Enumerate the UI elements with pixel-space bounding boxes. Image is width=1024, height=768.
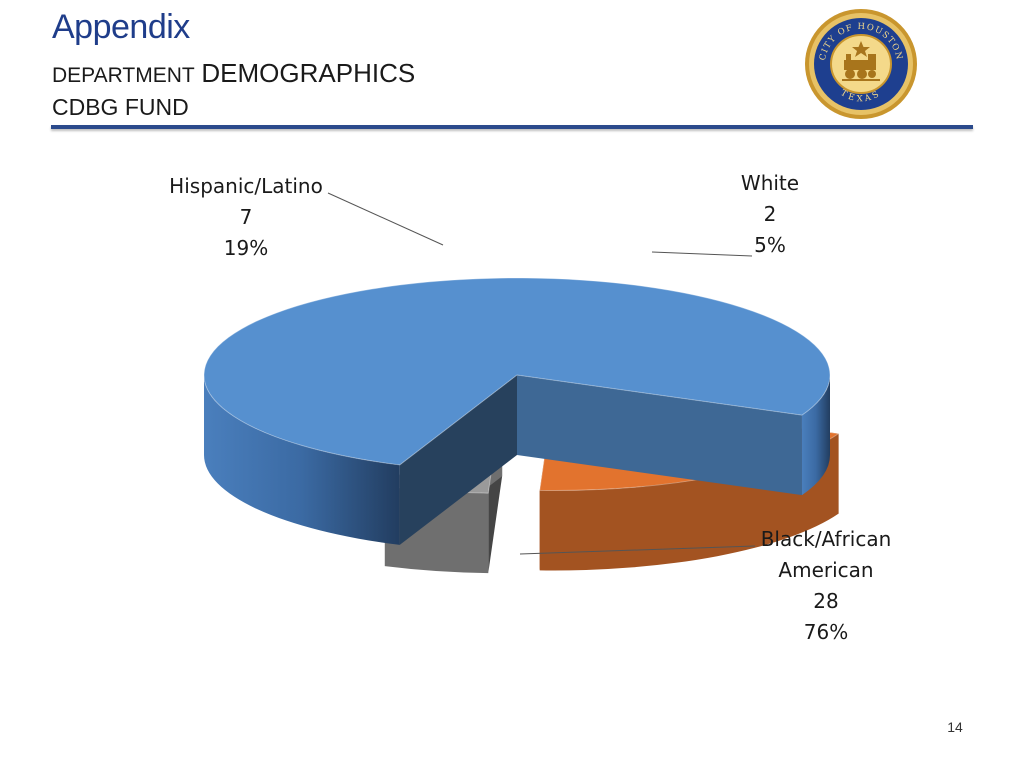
leader-line-hispanic-latino: [327, 192, 444, 246]
pie-slice-cut-face: [399, 375, 517, 545]
pie-slice-black-african-american: [203, 277, 831, 545]
pie-slice-top: [203, 277, 831, 466]
city-of-houston-seal-icon: CITY OF HOUSTON TEXAS: [805, 9, 917, 119]
data-label-black-african-american: Black/African American 28 76%: [761, 527, 892, 644]
pie-slice-side: [801, 375, 830, 496]
header-divider: [51, 125, 973, 129]
data-label-hispanic-latino: Hispanic/Latino 7 19%: [169, 174, 323, 260]
leader-line-black-african-american: [519, 545, 756, 555]
subtitle-word-demographics: DEMOGRAPHICS: [201, 58, 416, 88]
data-label-white: White 2 5%: [741, 171, 799, 257]
page-subtitle-fund: CDBG FUND: [52, 94, 189, 120]
subtitle-word-department: DEPARTMENT: [52, 64, 195, 87]
page-number: 14: [947, 719, 963, 735]
page-subtitle: DEPARTMENT DEMOGRAPHICS: [52, 58, 415, 89]
leader-line-white: [651, 251, 753, 257]
page-title: Appendix: [52, 8, 190, 46]
pie-slice-cut-face: [517, 375, 802, 496]
pie-slice-side: [204, 375, 400, 545]
